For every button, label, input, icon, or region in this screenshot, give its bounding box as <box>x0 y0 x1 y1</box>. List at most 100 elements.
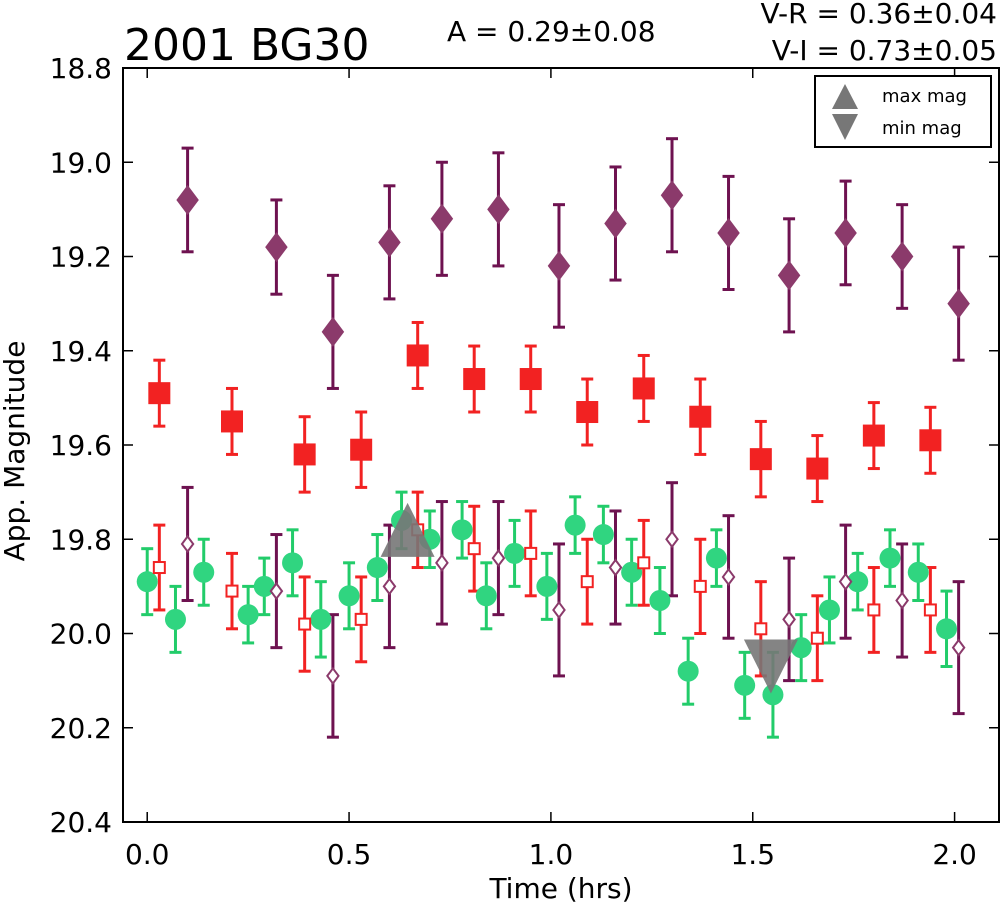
open-diamond-point <box>180 534 195 554</box>
circle-point <box>504 542 526 564</box>
square-point <box>350 438 373 461</box>
data-markers <box>136 180 970 706</box>
legend-min-mag-label: min mag <box>882 118 962 139</box>
open-diamond-point <box>382 577 397 596</box>
circle-point <box>818 599 840 621</box>
open-square-point <box>693 579 707 593</box>
open-diamond-point <box>491 548 506 568</box>
diamond-point <box>834 217 857 248</box>
circle-point <box>451 519 473 541</box>
min-mag-marker <box>743 639 798 694</box>
circle-point <box>536 575 558 597</box>
square-point <box>463 368 486 391</box>
open-square-point <box>754 622 768 636</box>
circle-point <box>564 514 586 536</box>
square-point <box>220 410 243 433</box>
circle-point <box>592 524 614 546</box>
x-tick-label: 1.5 <box>730 838 775 871</box>
open-diamond-point <box>435 553 449 572</box>
max-mag-marker <box>380 502 435 557</box>
open-diamond-point <box>552 600 566 620</box>
diamond-point <box>660 180 684 211</box>
open-diamond-point <box>608 558 623 577</box>
y-tick-label: 19.6 <box>50 429 112 462</box>
square-point <box>632 377 655 400</box>
circle-point <box>338 585 360 607</box>
open-square-point <box>810 631 824 645</box>
square-point <box>806 457 829 480</box>
circle-point <box>193 561 215 583</box>
circle-point <box>310 608 332 630</box>
chart-title: 2001 BG30 <box>124 20 369 71</box>
x-tick-label: 1.0 <box>529 838 574 871</box>
circle-point <box>649 590 671 612</box>
y-tick-label: 19.0 <box>50 146 112 179</box>
circle-point <box>237 604 259 626</box>
open-diamond-point <box>665 530 679 549</box>
circle-point <box>879 547 901 569</box>
x-tick-label: 0.5 <box>327 838 372 871</box>
y-tick-label: 18.8 <box>50 52 112 85</box>
y-tick-label: 19.8 <box>50 523 112 556</box>
extreme-markers <box>380 502 798 694</box>
v-i-annotation: V-I = 0.73±0.05 <box>772 34 997 67</box>
diamond-point <box>176 184 199 215</box>
square-point <box>689 405 712 428</box>
diamond-point <box>321 316 345 347</box>
open-square-point <box>225 584 239 598</box>
open-diamond-point <box>895 591 909 610</box>
y-tick-label: 20.2 <box>50 712 112 745</box>
diamond-point <box>378 227 401 258</box>
square-point <box>519 368 542 391</box>
square-point <box>919 429 942 452</box>
circle-point <box>136 571 158 593</box>
circle-point <box>164 608 186 630</box>
x-tick-label: 0.0 <box>125 838 170 871</box>
square-point <box>749 448 772 471</box>
circle-point <box>677 660 699 682</box>
circle-point <box>253 575 275 597</box>
square-point <box>862 424 885 447</box>
open-square-point <box>467 542 481 556</box>
v-r-annotation: V-R = 0.36±0.04 <box>761 0 997 30</box>
x-axis-ticks: 0.0 0.5 1.0 1.5 2.0 <box>125 68 977 871</box>
legend: max mag min mag <box>814 75 992 148</box>
square-point <box>293 443 316 466</box>
open-square-point <box>152 561 166 575</box>
open-square-point <box>524 546 538 560</box>
open-diamond-point <box>269 581 284 601</box>
x-axis-label: Time (hrs) <box>488 872 632 904</box>
diamond-point <box>717 217 740 248</box>
circle-point <box>847 571 869 593</box>
y-axis-ticks: 18.8 19.0 19.2 19.4 19.6 19.8 20.0 20.2 20.4 <box>50 52 999 839</box>
x-tick-label: 2.0 <box>932 838 977 871</box>
open-diamond-point <box>951 638 966 657</box>
open-diamond-point <box>326 666 340 686</box>
open-square-point <box>580 575 594 589</box>
max-mag-legend-icon <box>832 84 858 109</box>
y-tick-label: 19.4 <box>50 335 112 368</box>
legend-max-mag-label: max mag <box>882 86 967 107</box>
y-tick-label: 19.2 <box>50 241 112 274</box>
diamond-point <box>890 241 914 272</box>
circle-point <box>936 618 958 640</box>
diamond-point <box>487 194 510 225</box>
y-tick-label: 20.4 <box>50 806 112 839</box>
square-point <box>148 382 171 405</box>
open-square-point <box>923 603 937 617</box>
circle-point <box>762 684 784 706</box>
open-diamond-point <box>782 610 796 629</box>
circle-point <box>734 674 756 696</box>
open-square-point <box>637 556 651 570</box>
circle-point <box>705 547 727 569</box>
diamond-point <box>265 232 288 263</box>
circle-point <box>621 561 643 583</box>
open-diamond-point <box>838 572 853 591</box>
y-axis-label: App. Magnitude <box>0 341 31 562</box>
open-square-point <box>354 612 368 626</box>
circle-point <box>366 557 388 579</box>
diamond-point <box>777 260 801 291</box>
open-square-point <box>298 617 312 631</box>
diamond-point <box>430 203 454 234</box>
